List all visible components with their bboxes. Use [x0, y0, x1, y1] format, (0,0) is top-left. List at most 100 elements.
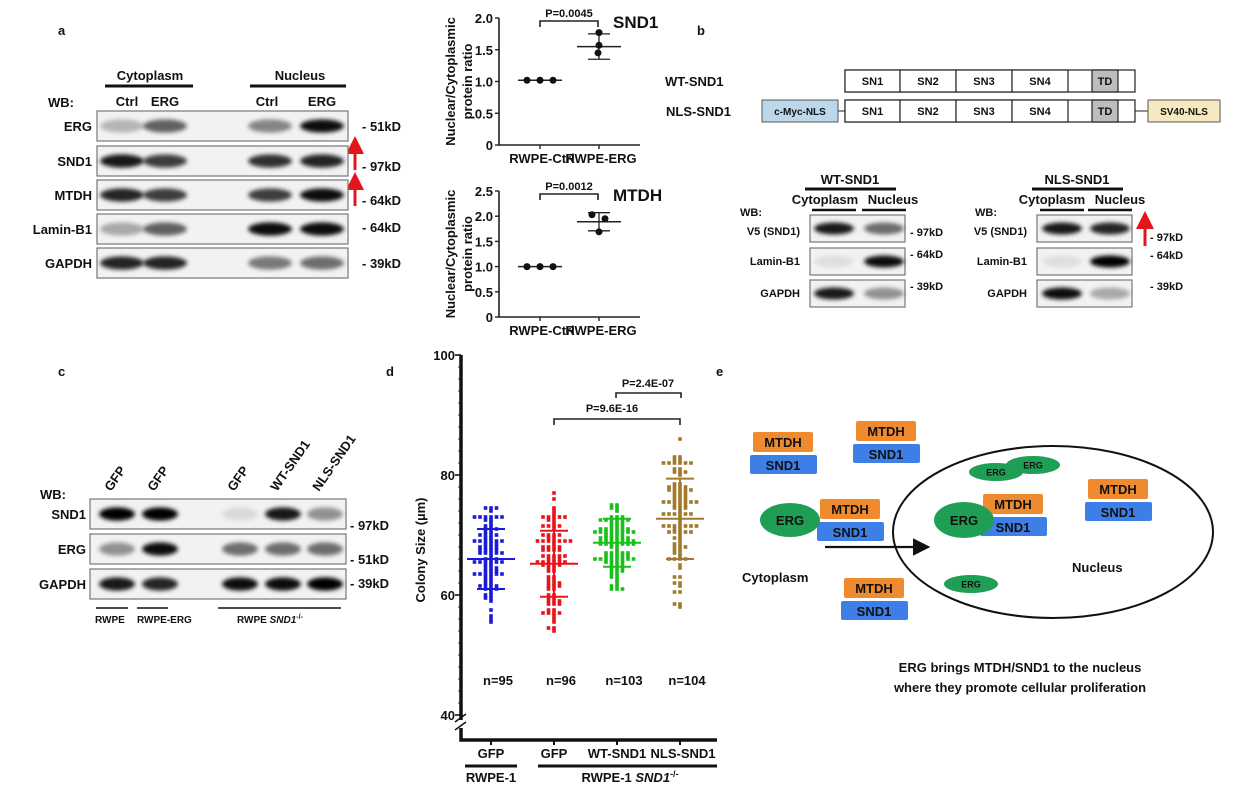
data-point	[557, 584, 562, 588]
wb-label: WB:	[40, 487, 66, 502]
group-label-nucleus: Nucleus	[275, 68, 326, 83]
data-point	[683, 530, 688, 534]
data-point	[541, 524, 545, 528]
data-point	[598, 536, 603, 540]
data-point	[489, 614, 493, 618]
data-point	[661, 512, 666, 516]
data-point	[620, 566, 625, 570]
data-point	[541, 554, 545, 558]
data-point	[672, 548, 677, 552]
x-tick-label: RWPE-Ctrl	[509, 323, 574, 338]
data-point	[478, 545, 482, 549]
data-point	[689, 461, 693, 465]
data-point	[483, 578, 488, 582]
data-point	[523, 76, 531, 84]
protein-band	[222, 577, 258, 591]
domain-label: SN1	[862, 106, 883, 118]
lane-label: Nucleus	[868, 192, 919, 207]
data-point	[683, 545, 688, 549]
data-point	[620, 536, 625, 540]
mtdh-box	[753, 432, 813, 452]
lane-label: GFP	[224, 463, 252, 494]
data-point	[620, 557, 625, 561]
data-point	[626, 527, 630, 531]
data-point	[472, 515, 477, 519]
data-point	[552, 626, 556, 630]
data-point	[489, 509, 493, 513]
data-point	[483, 536, 488, 540]
data-point	[604, 533, 608, 537]
data-point	[661, 524, 666, 528]
protein-band	[100, 222, 144, 236]
p-value: P=9.6E-16	[586, 403, 638, 415]
data-point	[604, 554, 608, 558]
axis-break-icon	[454, 713, 467, 731]
data-point	[500, 539, 504, 543]
mtdh-box	[856, 421, 916, 441]
data-point	[609, 554, 614, 558]
data-point	[678, 455, 682, 459]
data-point	[483, 533, 488, 537]
y-axis-label: Nuclear/Cytoplasmic	[443, 190, 458, 319]
data-point	[615, 578, 619, 582]
y-axis-label: Colony Size (µm)	[413, 498, 428, 603]
data-point	[604, 542, 608, 546]
data-point	[595, 29, 603, 37]
mtdh-box	[844, 578, 904, 598]
p-value: P=2.4E-07	[622, 378, 674, 390]
significance-bracket	[553, 418, 681, 425]
data-point	[552, 509, 556, 513]
data-point	[694, 524, 699, 528]
data-point	[683, 512, 688, 516]
data-point	[494, 584, 499, 588]
group-label-rwpe-erg: RWPE-ERG	[137, 615, 192, 626]
protein-band	[222, 507, 258, 521]
caption-line-2: where they promote cellular proliferatio…	[893, 680, 1146, 695]
data-point	[494, 572, 499, 576]
nucleus-outline	[892, 445, 1214, 619]
data-point	[546, 581, 551, 585]
data-point	[478, 548, 482, 552]
kd-label: - 39kD	[362, 256, 401, 271]
data-point	[552, 491, 556, 495]
data-point	[678, 458, 682, 462]
data-point	[689, 530, 693, 534]
data-point	[604, 539, 608, 543]
protein-band	[307, 577, 343, 591]
kd-label: - 64kD	[362, 193, 401, 208]
data-point	[615, 509, 619, 513]
data-point	[609, 518, 614, 522]
data-point	[546, 587, 551, 591]
panel-a-western-blot: Cytoplasm Nucleus WB: Ctrl ERG Ctrl ERG ERG -…	[33, 68, 401, 279]
data-point	[483, 563, 488, 567]
data-point	[683, 470, 688, 474]
data-point	[689, 488, 693, 492]
protein-band	[1090, 255, 1130, 268]
data-point	[478, 533, 482, 537]
protein-band	[248, 188, 292, 202]
x-tick-label: RWPE-ERG	[565, 151, 636, 166]
row-label: GAPDH	[760, 288, 800, 300]
data-point	[557, 602, 562, 606]
data-point	[683, 491, 688, 495]
protein-band	[864, 287, 904, 300]
data-point	[546, 602, 551, 606]
construct-label: WT-SND1	[665, 74, 724, 89]
data-point	[609, 539, 614, 543]
data-point	[604, 530, 608, 534]
data-point	[672, 581, 677, 585]
data-point	[541, 533, 545, 537]
data-point	[557, 611, 562, 615]
data-point	[563, 554, 567, 558]
snd1-box	[841, 601, 908, 620]
snd1-label: SND1	[996, 520, 1031, 535]
domain-label: SN2	[917, 76, 938, 88]
data-point	[672, 488, 677, 492]
data-point	[609, 536, 614, 540]
protein-band	[1042, 222, 1082, 235]
data-point	[552, 608, 556, 612]
panel-c-western-blot: WB: RWPE RWPE-ERG RWPE SND1-/- GFP GFP GFP…	[39, 432, 389, 626]
y-tick-label: 1.5	[475, 234, 493, 249]
data-point	[620, 587, 625, 591]
